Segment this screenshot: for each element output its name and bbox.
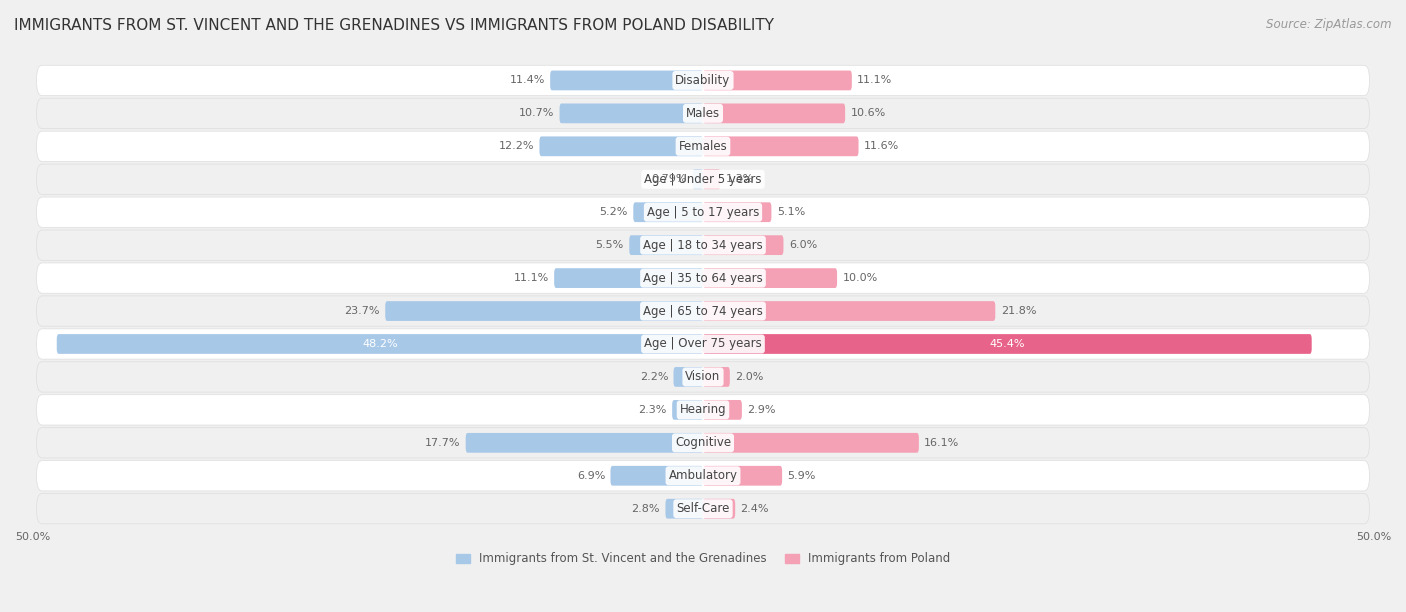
FancyBboxPatch shape <box>465 433 703 453</box>
FancyBboxPatch shape <box>554 268 703 288</box>
Text: Age | 35 to 64 years: Age | 35 to 64 years <box>643 272 763 285</box>
Text: Age | Over 75 years: Age | Over 75 years <box>644 337 762 351</box>
Text: 2.3%: 2.3% <box>638 405 666 415</box>
Text: Disability: Disability <box>675 74 731 87</box>
Text: 2.8%: 2.8% <box>631 504 659 513</box>
Text: Age | 18 to 34 years: Age | 18 to 34 years <box>643 239 763 252</box>
FancyBboxPatch shape <box>385 301 703 321</box>
Text: Hearing: Hearing <box>679 403 727 416</box>
FancyBboxPatch shape <box>540 136 703 156</box>
Text: 10.0%: 10.0% <box>842 273 877 283</box>
Text: Age | 5 to 17 years: Age | 5 to 17 years <box>647 206 759 218</box>
FancyBboxPatch shape <box>37 164 1369 195</box>
Text: Cognitive: Cognitive <box>675 436 731 449</box>
FancyBboxPatch shape <box>610 466 703 486</box>
Text: 0.79%: 0.79% <box>651 174 688 184</box>
Text: 17.7%: 17.7% <box>425 438 460 448</box>
FancyBboxPatch shape <box>703 334 1312 354</box>
Text: 10.7%: 10.7% <box>519 108 554 118</box>
FancyBboxPatch shape <box>37 362 1369 392</box>
Text: 48.2%: 48.2% <box>363 339 398 349</box>
Text: 11.1%: 11.1% <box>858 75 893 86</box>
Text: 12.2%: 12.2% <box>499 141 534 151</box>
Text: 2.0%: 2.0% <box>735 372 763 382</box>
FancyBboxPatch shape <box>703 103 845 123</box>
FancyBboxPatch shape <box>665 499 703 518</box>
Legend: Immigrants from St. Vincent and the Grenadines, Immigrants from Poland: Immigrants from St. Vincent and the Gren… <box>456 553 950 565</box>
Text: 5.5%: 5.5% <box>596 240 624 250</box>
Text: 5.9%: 5.9% <box>787 471 815 481</box>
FancyBboxPatch shape <box>703 70 852 91</box>
FancyBboxPatch shape <box>630 235 703 255</box>
Text: 6.0%: 6.0% <box>789 240 817 250</box>
FancyBboxPatch shape <box>692 170 703 189</box>
Text: 16.1%: 16.1% <box>924 438 959 448</box>
Text: 10.6%: 10.6% <box>851 108 886 118</box>
FancyBboxPatch shape <box>37 329 1369 359</box>
FancyBboxPatch shape <box>703 367 730 387</box>
Text: Females: Females <box>679 140 727 153</box>
Text: 11.6%: 11.6% <box>863 141 900 151</box>
FancyBboxPatch shape <box>550 70 703 91</box>
Text: 45.4%: 45.4% <box>990 339 1025 349</box>
Text: 23.7%: 23.7% <box>344 306 380 316</box>
FancyBboxPatch shape <box>37 98 1369 129</box>
Text: 1.3%: 1.3% <box>725 174 754 184</box>
Text: 5.2%: 5.2% <box>599 207 628 217</box>
FancyBboxPatch shape <box>703 301 995 321</box>
FancyBboxPatch shape <box>703 170 720 189</box>
FancyBboxPatch shape <box>703 136 859 156</box>
FancyBboxPatch shape <box>673 367 703 387</box>
FancyBboxPatch shape <box>37 461 1369 491</box>
Text: IMMIGRANTS FROM ST. VINCENT AND THE GRENADINES VS IMMIGRANTS FROM POLAND DISABIL: IMMIGRANTS FROM ST. VINCENT AND THE GREN… <box>14 18 775 34</box>
FancyBboxPatch shape <box>672 400 703 420</box>
Text: 2.4%: 2.4% <box>741 504 769 513</box>
FancyBboxPatch shape <box>37 296 1369 326</box>
FancyBboxPatch shape <box>37 395 1369 425</box>
FancyBboxPatch shape <box>703 268 837 288</box>
FancyBboxPatch shape <box>703 499 735 518</box>
FancyBboxPatch shape <box>703 400 742 420</box>
FancyBboxPatch shape <box>703 433 920 453</box>
FancyBboxPatch shape <box>37 197 1369 228</box>
FancyBboxPatch shape <box>703 203 772 222</box>
FancyBboxPatch shape <box>703 235 783 255</box>
FancyBboxPatch shape <box>37 263 1369 293</box>
Text: 11.1%: 11.1% <box>513 273 548 283</box>
FancyBboxPatch shape <box>56 334 703 354</box>
FancyBboxPatch shape <box>37 428 1369 458</box>
Text: 21.8%: 21.8% <box>1001 306 1036 316</box>
FancyBboxPatch shape <box>37 131 1369 162</box>
FancyBboxPatch shape <box>37 65 1369 95</box>
Text: 2.2%: 2.2% <box>640 372 668 382</box>
FancyBboxPatch shape <box>37 493 1369 524</box>
FancyBboxPatch shape <box>560 103 703 123</box>
Text: 6.9%: 6.9% <box>576 471 605 481</box>
Text: Age | Under 5 years: Age | Under 5 years <box>644 173 762 186</box>
Text: Ambulatory: Ambulatory <box>668 469 738 482</box>
Text: Vision: Vision <box>685 370 721 384</box>
Text: 2.9%: 2.9% <box>747 405 776 415</box>
Text: Age | 65 to 74 years: Age | 65 to 74 years <box>643 305 763 318</box>
FancyBboxPatch shape <box>633 203 703 222</box>
FancyBboxPatch shape <box>37 230 1369 260</box>
Text: 5.1%: 5.1% <box>776 207 806 217</box>
FancyBboxPatch shape <box>703 466 782 486</box>
Text: 11.4%: 11.4% <box>509 75 544 86</box>
Text: Self-Care: Self-Care <box>676 502 730 515</box>
Text: Males: Males <box>686 107 720 120</box>
Text: Source: ZipAtlas.com: Source: ZipAtlas.com <box>1267 18 1392 31</box>
